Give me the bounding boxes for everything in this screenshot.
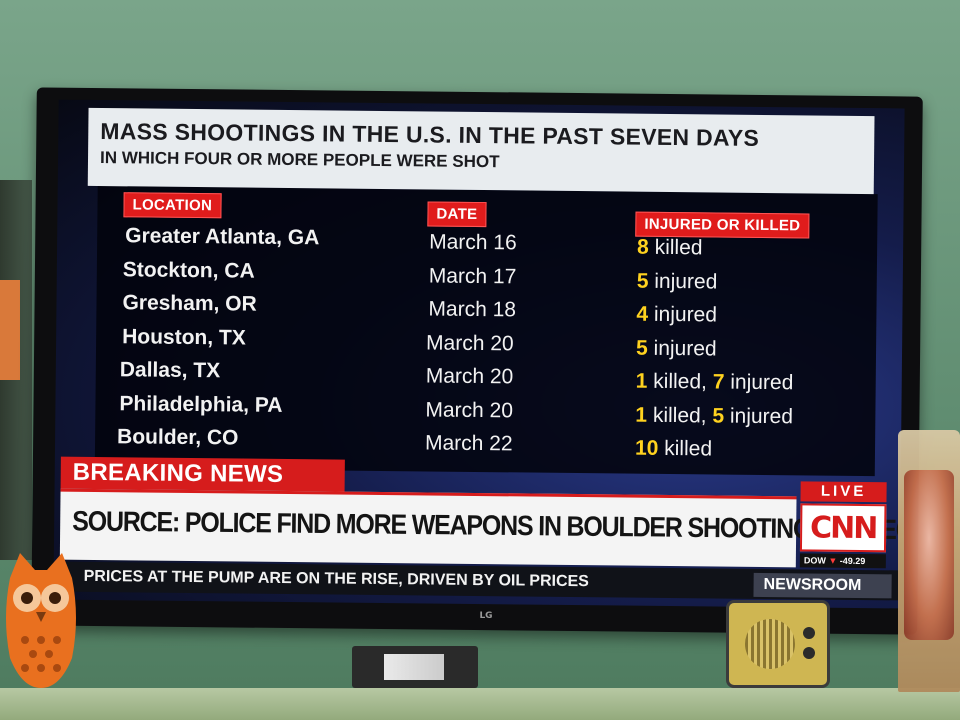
outcome-count: 10: [634, 436, 659, 460]
outcome-label: killed: [648, 235, 703, 260]
row-location: Stockton, CA: [122, 257, 255, 283]
cable-box: [352, 646, 478, 688]
outcome-label: killed,: [647, 369, 713, 394]
row-date: March 16: [429, 230, 517, 255]
row-location: Gresham, OR: [122, 291, 257, 316]
radio-knob-icon: [803, 627, 815, 639]
outcome-label: injured: [723, 404, 794, 428]
left-orange-object: [0, 280, 20, 380]
row-outcome: 5 injured: [636, 336, 717, 361]
candle-portrait: [904, 470, 954, 640]
row-date: March 20: [425, 364, 514, 389]
ticker-text: PRICES AT THE PUMP ARE ON THE RISE, DRIV…: [83, 567, 589, 591]
graphic-title-bar: MASS SHOOTINGS IN THE U.S. IN THE PAST S…: [87, 107, 875, 195]
program-name: NEWSROOM: [753, 572, 892, 599]
row-location: Greater Atlanta, GA: [125, 224, 320, 250]
dow-label: DOW: [803, 555, 826, 566]
row-date: March 20: [425, 397, 514, 422]
dow-value: -49.29: [839, 555, 866, 567]
outcome-count: 5: [636, 269, 649, 293]
outcome-count: 1: [635, 369, 648, 393]
row-date: March 17: [428, 263, 517, 288]
outcome-count: 4: [636, 302, 649, 326]
outcome-label: injured: [724, 370, 794, 395]
breaking-news-strip: SOURCE: POLICE FIND MORE WEAPONS IN BOUL…: [59, 488, 905, 568]
row-outcome: 1 killed, 7 injured: [636, 370, 794, 396]
live-badge: LIVE: [800, 481, 887, 503]
row-date: March 20: [425, 330, 514, 355]
column-header-date: DATE: [427, 201, 487, 228]
row-location: Philadelphia, PA: [119, 391, 283, 417]
outcome-label: killed: [658, 436, 713, 461]
speaker-grill: [745, 619, 795, 669]
cnn-logo: CNN: [809, 509, 877, 546]
dow-ticker: DOW ▼ -49.29: [799, 553, 886, 569]
outcome-label: injured: [648, 269, 718, 293]
graphic-subtitle: IN WHICH FOUR OR MORE PEOPLE WERE SHOT: [99, 148, 500, 172]
column-header-outcome: INJURED OR KILLED: [635, 211, 810, 239]
cable-box-light: [384, 654, 444, 680]
tv-brand-logo: LG: [479, 611, 493, 621]
outcome-count: 7: [712, 370, 725, 394]
row-outcome: 5 injured: [637, 269, 718, 294]
outcome-label: killed,: [646, 403, 713, 427]
breaking-headline: SOURCE: POLICE FIND MORE WEAPONS IN BOUL…: [72, 505, 905, 547]
column-header-location: LOCATION: [123, 192, 222, 219]
network-logo-box: CNN: [799, 503, 887, 553]
prayer-candle: [898, 430, 960, 692]
outcome-label: injured: [647, 302, 718, 327]
row-date: March 22: [424, 431, 513, 456]
outcome-count: 8: [637, 235, 649, 259]
row-outcome: 8 killed: [637, 236, 703, 261]
row-outcome: 1 killed, 5 injured: [635, 403, 793, 429]
row-location: Houston, TX: [122, 324, 246, 350]
outcome-count: 1: [635, 403, 648, 427]
outcome-count: 5: [712, 403, 725, 428]
dow-down-arrow-icon: ▼: [828, 555, 838, 566]
row-location: Dallas, TX: [119, 358, 221, 383]
row-outcome: 10 killed: [635, 437, 712, 462]
row-date: March 18: [428, 297, 517, 322]
outcome-label: injured: [647, 336, 717, 360]
breaking-news-tag: BREAKING NEWS: [60, 456, 345, 492]
shelf: [0, 688, 960, 720]
row-location: Boulder, CO: [116, 425, 239, 450]
outcome-count: 5: [635, 336, 648, 360]
tv-screen: MASS SHOOTINGS IN THE U.S. IN THE PAST S…: [53, 99, 905, 609]
row-outcome: 4 injured: [636, 303, 717, 328]
radio-knob-icon: [803, 647, 815, 659]
radio: [726, 600, 830, 688]
owl-figurine: [6, 553, 76, 688]
graphic-title: MASS SHOOTINGS IN THE U.S. IN THE PAST S…: [100, 118, 760, 151]
